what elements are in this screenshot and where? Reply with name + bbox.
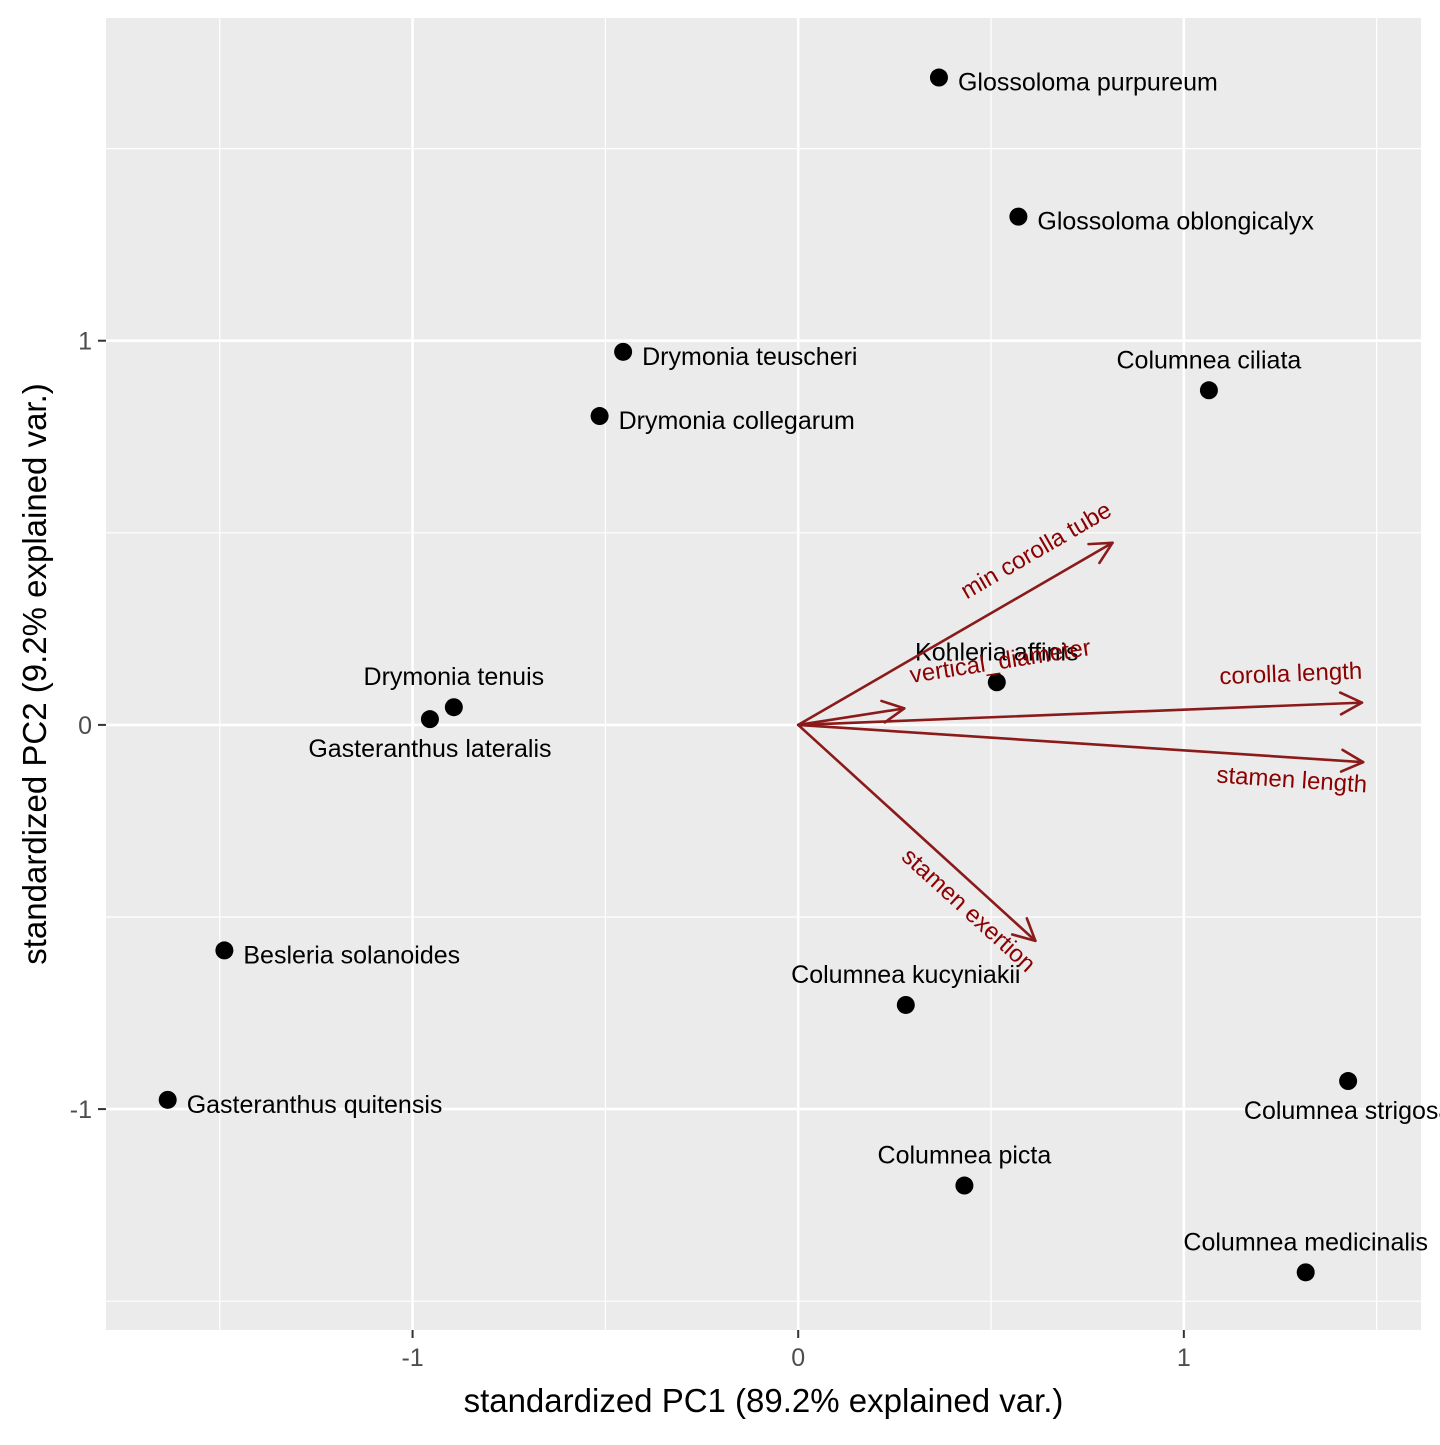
loading-arrow xyxy=(796,723,1365,764)
y-axis-title: standardized PC2 (9.2% explained var.) xyxy=(16,383,53,965)
loading-arrow xyxy=(796,541,1114,727)
loading-arrow xyxy=(796,701,1364,727)
data-point xyxy=(215,941,234,960)
point-label: Columnea strigosa xyxy=(1244,1097,1440,1125)
data-point xyxy=(1339,1072,1358,1091)
y-tick-label: 1 xyxy=(78,328,92,356)
point-label: Drymonia collegarum xyxy=(619,407,855,435)
plot-panel xyxy=(106,18,1421,1330)
x-tick-label: -1 xyxy=(401,1344,423,1372)
point-label: Columnea medicinalis xyxy=(1183,1228,1428,1256)
point-label: Besleria solanoides xyxy=(243,941,460,969)
point-label: Kohleria affinis xyxy=(915,638,1079,666)
point-label: Columnea picta xyxy=(878,1142,1052,1170)
loading-arrows-layer xyxy=(796,541,1365,943)
data-point xyxy=(420,710,439,729)
loading-arrowhead xyxy=(880,699,906,724)
loading-arrowhead xyxy=(1010,917,1037,943)
points-layer xyxy=(158,68,1358,1282)
x-tick-label: 0 xyxy=(791,1344,805,1372)
loading-arrow xyxy=(796,723,1037,943)
data-point xyxy=(896,995,915,1014)
point-label: Drymonia tenuis xyxy=(364,663,545,691)
point-label: Glossoloma purpureum xyxy=(958,69,1218,97)
point-label: Gasteranthus lateralis xyxy=(308,735,551,763)
loading-label: corolla length xyxy=(1219,658,1363,691)
x-tick-label: 1 xyxy=(1177,1344,1191,1372)
major-gridlines xyxy=(106,18,1421,1330)
loading-arrow xyxy=(796,707,906,727)
point-label: Columnea kucyniakii xyxy=(791,961,1020,989)
data-point xyxy=(590,407,609,426)
point-label: Gasteranthus quitensis xyxy=(187,1091,443,1119)
point-label: Glossoloma oblongicalyx xyxy=(1037,208,1314,236)
point-label: Drymonia teuscheri xyxy=(642,343,857,371)
data-point xyxy=(1199,381,1218,400)
data-point xyxy=(929,68,948,87)
loading-arrowhead xyxy=(1338,691,1364,716)
data-point xyxy=(987,673,1006,692)
point-labels-layer: Glossoloma purpureum Glossoloma oblongica… xyxy=(187,69,1440,1257)
data-point xyxy=(1009,207,1028,226)
loading-arrowhead xyxy=(1087,541,1114,565)
minor-gridlines xyxy=(106,18,1421,1330)
point-label: Columnea ciliata xyxy=(1116,346,1301,374)
data-point xyxy=(1296,1263,1315,1282)
data-point xyxy=(444,698,463,717)
y-axis-ticks: 1 0 -1 xyxy=(70,328,106,1124)
x-axis-title: standardized PC1 (89.2% explained var.) xyxy=(464,1382,1064,1419)
y-tick-label: 0 xyxy=(78,712,92,740)
data-point xyxy=(614,342,633,361)
x-axis-ticks: -1 0 1 xyxy=(401,1330,1191,1372)
loading-arrowhead xyxy=(1339,748,1365,773)
data-point xyxy=(955,1176,974,1195)
data-point xyxy=(158,1090,177,1109)
y-tick-label: -1 xyxy=(70,1096,92,1124)
